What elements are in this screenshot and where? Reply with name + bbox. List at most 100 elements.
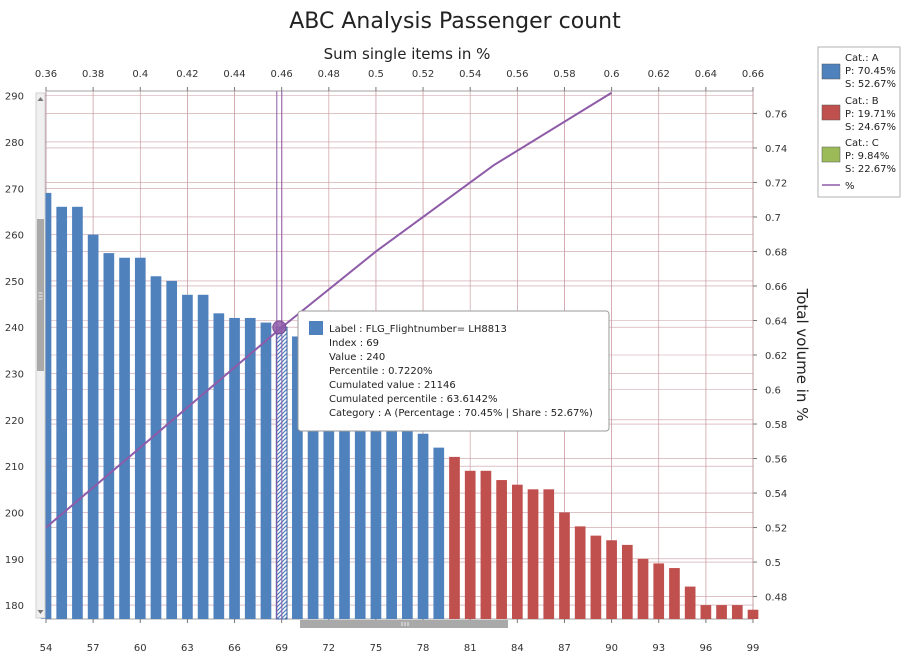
y-tick-label: 210 <box>5 462 24 473</box>
y-right-tick-label: 0.74 <box>765 144 787 155</box>
y-tick-label: 270 <box>5 184 24 195</box>
legend-c-s: S: 22.67% <box>845 164 896 175</box>
x-tick-label: 93 <box>652 643 665 653</box>
tooltip-label: Label : FLG_Flightnumber= LH8813 <box>329 324 507 335</box>
y-right-tick-label: 0.52 <box>765 524 787 535</box>
bar-96[interactable] <box>700 605 712 619</box>
bar-80[interactable] <box>449 456 460 619</box>
x-top-tick-label: 0.66 <box>742 69 764 80</box>
vertical-scroll-thumb[interactable] <box>37 219 44 371</box>
right-axis-title: Total volume in % <box>793 288 811 422</box>
bar-87[interactable] <box>559 512 570 619</box>
bar-79[interactable] <box>433 447 445 619</box>
bar-71[interactable] <box>307 350 319 619</box>
bar-86[interactable] <box>543 489 555 619</box>
bar-98[interactable] <box>731 605 743 619</box>
x-tick-label: 87 <box>558 643 571 653</box>
bar-61[interactable] <box>150 276 162 619</box>
x-top-tick-label: 0.56 <box>506 69 528 80</box>
bar-97[interactable] <box>716 605 727 619</box>
x-top-tick-label: 0.64 <box>695 69 717 80</box>
bar-68[interactable] <box>260 322 272 619</box>
bar-77[interactable] <box>402 419 413 619</box>
horizontal-scroll-thumb[interactable] <box>300 620 508 628</box>
x-tick-label: 66 <box>228 643 241 653</box>
bar-72[interactable] <box>323 364 335 619</box>
bar-84[interactable] <box>511 484 523 619</box>
legend-c-p: P: 9.84% <box>845 151 889 162</box>
y-tick-label: 200 <box>5 508 24 519</box>
cumulative-line <box>45 91 613 529</box>
bar-95[interactable] <box>684 586 696 619</box>
x-tick-label: 99 <box>747 643 760 653</box>
bar-65[interactable] <box>213 313 225 619</box>
ticks-layer: 54 57 60 63 66 69 72 75 78 81 84 87 90 93 96 99 0.36 0.38… <box>5 69 787 653</box>
y-tick-label: 190 <box>5 555 24 566</box>
vertical-scrollbar[interactable] <box>35 92 46 619</box>
bar-82[interactable] <box>480 470 492 619</box>
tooltip-cumulated-value: Cumulated value : 21146 <box>329 380 456 391</box>
x-top-tick-label: 0.46 <box>271 69 293 80</box>
top-axis-title: Sum single items in % <box>324 45 491 63</box>
bar-78[interactable] <box>417 433 429 619</box>
bar-75[interactable] <box>370 396 382 619</box>
y-right-tick-label: 0.54 <box>765 489 787 500</box>
y-tick-label: 250 <box>5 277 24 288</box>
cumulative-marker[interactable] <box>272 320 287 335</box>
bar-92[interactable] <box>637 558 649 619</box>
y-right-tick-label: 0.48 <box>765 593 787 604</box>
x-tick-label: 90 <box>605 643 618 653</box>
tooltip-value: Value : 240 <box>329 352 385 363</box>
y-right-tick-label: 0.62 <box>765 351 787 362</box>
y-right-tick-label: 0.5 <box>765 558 781 569</box>
bar-57[interactable] <box>87 234 99 619</box>
bar-62[interactable] <box>166 280 178 619</box>
legend-a-p: P: 70.45% <box>845 66 896 77</box>
bar-56[interactable] <box>72 206 83 619</box>
bar-91[interactable] <box>621 544 633 619</box>
x-top-tick-label: 0.58 <box>553 69 575 80</box>
bar-59[interactable] <box>119 257 130 619</box>
tooltip-index: Index : 69 <box>329 338 379 349</box>
legend-a-s: S: 52.67% <box>845 79 896 90</box>
bar-76[interactable] <box>386 410 397 619</box>
highlight-layer <box>276 91 283 619</box>
bar-54[interactable] <box>40 192 52 620</box>
bar-85[interactable] <box>527 489 539 619</box>
x-top-tick-label: 0.48 <box>318 69 340 80</box>
bar-67[interactable] <box>244 317 256 619</box>
bar-60[interactable] <box>134 257 146 619</box>
x-top-tick-label: 0.36 <box>35 69 57 80</box>
bar-93[interactable] <box>653 563 665 619</box>
bar-63[interactable] <box>182 294 193 619</box>
bar-73[interactable] <box>339 373 350 619</box>
scroll-up-arrow-icon[interactable] <box>37 97 44 101</box>
bar-55[interactable] <box>56 206 68 619</box>
bar-66[interactable] <box>229 317 240 619</box>
legend-b-p: P: 19.71% <box>845 109 896 120</box>
bar-89[interactable] <box>590 535 602 619</box>
horizontal-scrollbar[interactable] <box>300 620 508 628</box>
x-top-tick-label: 0.42 <box>176 69 198 80</box>
bar-58[interactable] <box>103 253 115 619</box>
bar-99[interactable] <box>747 609 759 619</box>
bar-64[interactable] <box>197 294 209 619</box>
bar-90[interactable] <box>606 540 617 619</box>
scroll-down-arrow-icon[interactable] <box>37 610 44 614</box>
bar-83[interactable] <box>496 480 507 619</box>
bar-88[interactable] <box>574 526 586 619</box>
bar-81[interactable] <box>464 470 476 619</box>
legend-c-swatch <box>821 146 841 163</box>
x-tick-label: 96 <box>699 643 712 653</box>
line-layer <box>45 91 613 529</box>
x-tick-label: 84 <box>511 643 524 653</box>
bar-94[interactable] <box>669 568 680 619</box>
x-top-tick-label: 0.62 <box>648 69 670 80</box>
x-top-tick-label: 0.4 <box>132 69 148 80</box>
tooltip-percentile: Percentile : 0.7220% <box>329 366 433 377</box>
y-tick-label: 260 <box>5 231 24 242</box>
bar-70[interactable] <box>292 336 303 619</box>
bar-74[interactable] <box>354 387 366 619</box>
x-tick-label: 54 <box>40 643 53 653</box>
x-top-tick-label: 0.52 <box>412 69 434 80</box>
